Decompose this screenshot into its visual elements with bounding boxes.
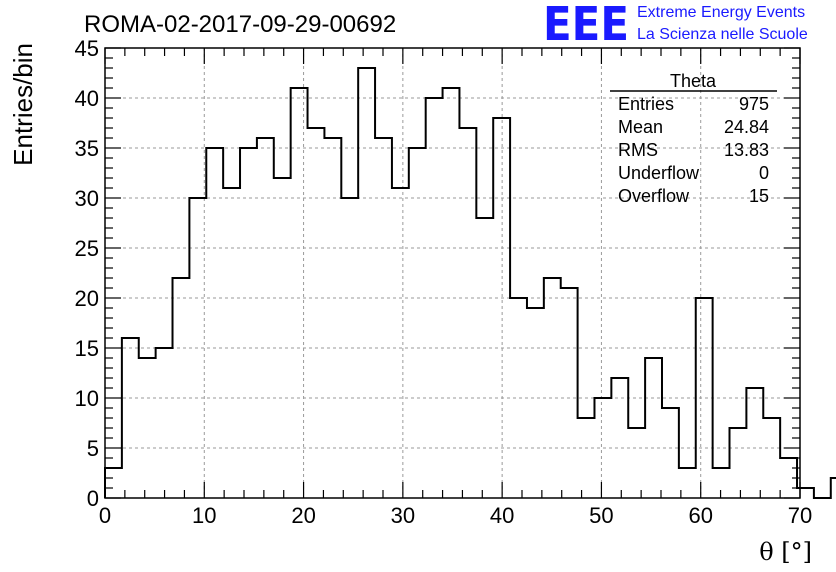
y-tick-label: 35: [75, 136, 99, 161]
x-tick-label: 10: [192, 503, 216, 528]
histogram-series: [104, 67, 836, 499]
x-tick-label: 50: [589, 503, 613, 528]
stats-value-mean: 24.84: [724, 117, 769, 137]
stats-label-rms: RMS: [618, 140, 658, 160]
chart-title: ROMA-02-2017-09-29-00692: [84, 11, 396, 38]
logo-line-2: La Scienza nelle Scuole: [637, 26, 808, 43]
x-tick-label: 70: [788, 503, 812, 528]
stats-box-title: Theta: [670, 71, 717, 91]
stats-label-mean: Mean: [618, 117, 663, 137]
y-tick-label: 20: [75, 286, 99, 311]
stats-box: Theta Entries 975 Mean 24.84 RMS 13.83 U…: [610, 71, 777, 206]
y-tick-labels: 0 5 10 15 20 25 30 35 40 45: [75, 36, 99, 511]
x-tick-label: 20: [291, 503, 315, 528]
eee-logo-mark: EEE: [543, 0, 629, 51]
x-tick-label: 30: [391, 503, 415, 528]
y-tick-label: 40: [75, 86, 99, 111]
stats-label-overflow: Overflow: [618, 186, 690, 206]
stats-value-rms: 13.83: [724, 140, 769, 160]
y-tick-label: 25: [75, 236, 99, 261]
stats-value-overflow: 15: [749, 186, 769, 206]
y-tick-label: 45: [75, 36, 99, 61]
y-tick-label: 15: [75, 336, 99, 361]
x-tick-label: 40: [490, 503, 514, 528]
logo-line-1: Extreme Energy Events: [637, 4, 805, 21]
y-tick-label: 0: [87, 486, 99, 511]
x-tick-labels: 0 10 20 30 40 50 60 70: [99, 503, 812, 528]
stats-label-entries: Entries: [618, 94, 674, 114]
plot-frame: [104, 47, 801, 499]
x-tick-label: 0: [99, 503, 111, 528]
y-tick-label: 10: [75, 386, 99, 411]
y-axis-label: Entries/bin: [8, 43, 38, 166]
stats-value-entries: 975: [739, 94, 769, 114]
stats-value-underflow: 0: [759, 163, 769, 183]
stats-label-underflow: Underflow: [618, 163, 700, 183]
axis-ticks: [104, 47, 801, 499]
histogram-outline: [104, 67, 836, 499]
x-tick-label: 60: [688, 503, 712, 528]
x-axis-label: θ [°]: [759, 538, 812, 566]
y-tick-label: 5: [87, 436, 99, 461]
y-tick-label: 30: [75, 186, 99, 211]
